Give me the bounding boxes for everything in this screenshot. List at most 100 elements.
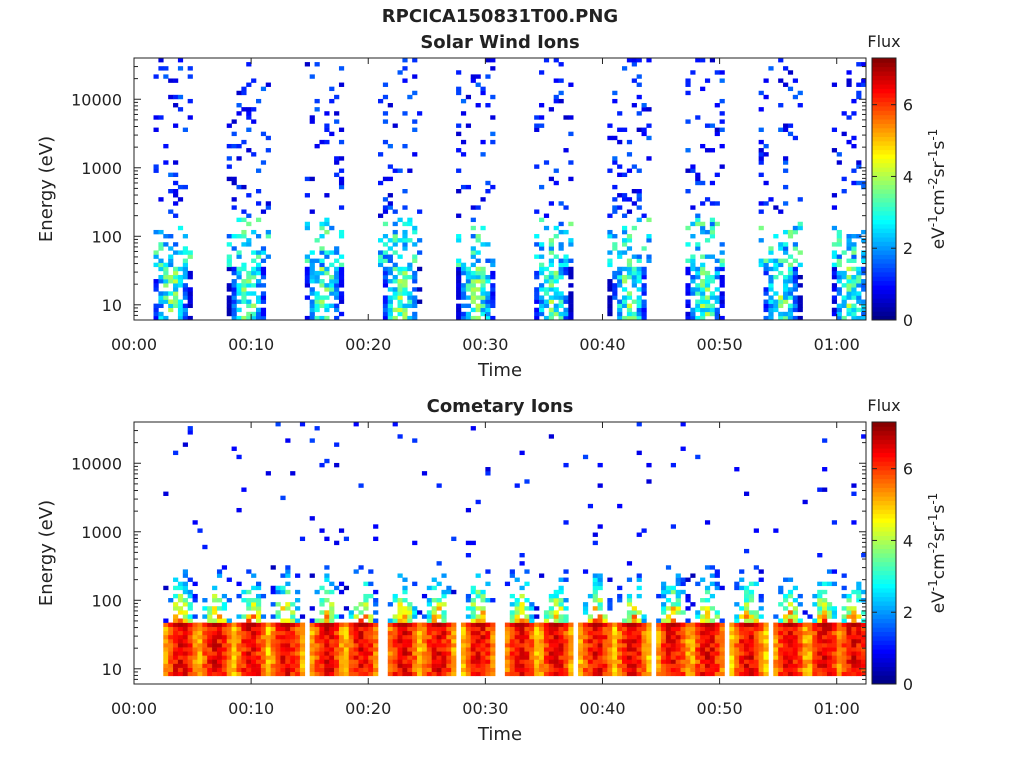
spectrogram-cell (475, 663, 481, 668)
spectrogram-cell (441, 651, 447, 656)
spectrogram-cell (719, 659, 725, 664)
spectrogram-cell (246, 279, 252, 284)
spectrogram-cell (417, 647, 423, 652)
spectrogram-cell (636, 671, 642, 677)
spectrogram-cell (256, 283, 262, 288)
spectrogram-cell (514, 630, 520, 636)
spectrogram-cell (787, 589, 794, 595)
spectrogram-cell (202, 626, 208, 632)
spectrogram-cell (626, 139, 633, 145)
spectrogram-cell (158, 197, 164, 202)
spectrogram-cell (778, 622, 784, 627)
spectrogram-cell (182, 262, 188, 268)
spectrogram-cell (631, 618, 637, 623)
spectrogram-cell (407, 221, 413, 227)
spectrogram-cell (851, 643, 857, 648)
spectrogram-cell (407, 614, 413, 619)
spectrogram-cell (285, 438, 291, 443)
spectrogram-cell (431, 614, 437, 619)
spectrogram-cell (641, 671, 647, 677)
spectrogram-cell (729, 655, 735, 660)
colorbar-segment (872, 228, 896, 234)
spectrogram-cell (480, 291, 486, 296)
spectrogram-cell (831, 610, 838, 615)
spectrogram-cell (617, 111, 623, 116)
spectrogram-cell (690, 573, 696, 578)
spectrogram-cell (216, 573, 223, 578)
spectrogram-cell (529, 655, 535, 660)
spectrogram-cell (636, 189, 642, 194)
spectrogram-cell (431, 598, 437, 603)
spectrogram-cell (334, 246, 340, 251)
spectrogram-cell (714, 266, 720, 272)
spectrogram-cell (412, 610, 418, 615)
spectrogram-cell (314, 667, 320, 673)
spectrogram-cell (460, 659, 467, 664)
spectrogram-cell (553, 168, 559, 173)
spectrogram-cell (158, 246, 164, 251)
spectrogram-cell (695, 246, 701, 251)
spectrogram-cell (856, 634, 862, 640)
spectrogram-cell (285, 573, 291, 578)
spectrogram-cell (465, 647, 472, 652)
spectrogram-cell (700, 638, 706, 644)
spectrogram-cell (182, 589, 188, 595)
spectrogram-cell (739, 659, 745, 664)
spectrogram-cell (558, 78, 564, 83)
spectrogram-cell (363, 667, 369, 673)
spectrogram-cell (612, 667, 618, 673)
spectrogram-cell (783, 127, 789, 132)
spectrogram-cell (617, 638, 623, 644)
spectrogram-cell (558, 585, 564, 591)
spectrogram-cell (831, 630, 838, 636)
spectrogram-cell (851, 659, 857, 664)
spectrogram-cell (197, 647, 203, 652)
spectrogram-cell (392, 315, 398, 321)
spectrogram-cell (212, 651, 218, 656)
spectrogram-cell (236, 234, 242, 239)
spectrogram-cell (617, 266, 623, 272)
spectrogram-cell (246, 283, 252, 288)
spectrogram-cell (299, 647, 306, 652)
spectrogram-cell (514, 647, 520, 652)
spectrogram-cell (719, 315, 725, 321)
spectrogram-cell (841, 618, 847, 623)
spectrogram-cell (744, 671, 750, 677)
spectrogram-cell (617, 193, 623, 198)
spectrogram-cell (787, 254, 794, 259)
spectrogram-cell (548, 634, 554, 640)
spectrogram-cell (314, 671, 320, 677)
spectrogram-cell (748, 651, 755, 656)
spectrogram-cell (846, 622, 852, 627)
spectrogram-cell (319, 225, 325, 231)
spectrogram-cell (856, 593, 862, 599)
colorbar-segment (872, 483, 896, 488)
spectrogram-cell (534, 614, 540, 619)
spectrogram-cell (744, 634, 750, 640)
spectrogram-cell (763, 663, 769, 668)
spectrogram-cell (392, 655, 398, 660)
spectrogram-cell (729, 643, 735, 648)
spectrogram-cell (612, 287, 618, 292)
spectrogram-cell (402, 311, 408, 317)
spectrogram-cell (465, 626, 472, 632)
spectrogram-cell (661, 643, 667, 648)
spectrogram-cell (475, 234, 481, 239)
spectrogram-cell (553, 622, 559, 627)
spectrogram-cell (246, 634, 252, 640)
spectrogram-cell (539, 242, 545, 247)
spectrogram-cell (173, 123, 179, 128)
spectrogram-cell (441, 667, 447, 673)
spectrogram-cell (617, 622, 623, 627)
colorbar-segment (872, 461, 896, 467)
spectrogram-cell (324, 663, 330, 668)
spectrogram-cell (241, 487, 247, 492)
spectrogram-cell (402, 577, 408, 582)
spectrogram-cell (656, 671, 662, 677)
spectrogram-cell (612, 135, 618, 141)
spectrogram-cell (421, 655, 428, 660)
spectrogram-cell (197, 626, 203, 632)
spectrogram-cell (783, 295, 789, 300)
colorbar-segment (872, 640, 896, 646)
spectrogram-cell (480, 671, 486, 677)
